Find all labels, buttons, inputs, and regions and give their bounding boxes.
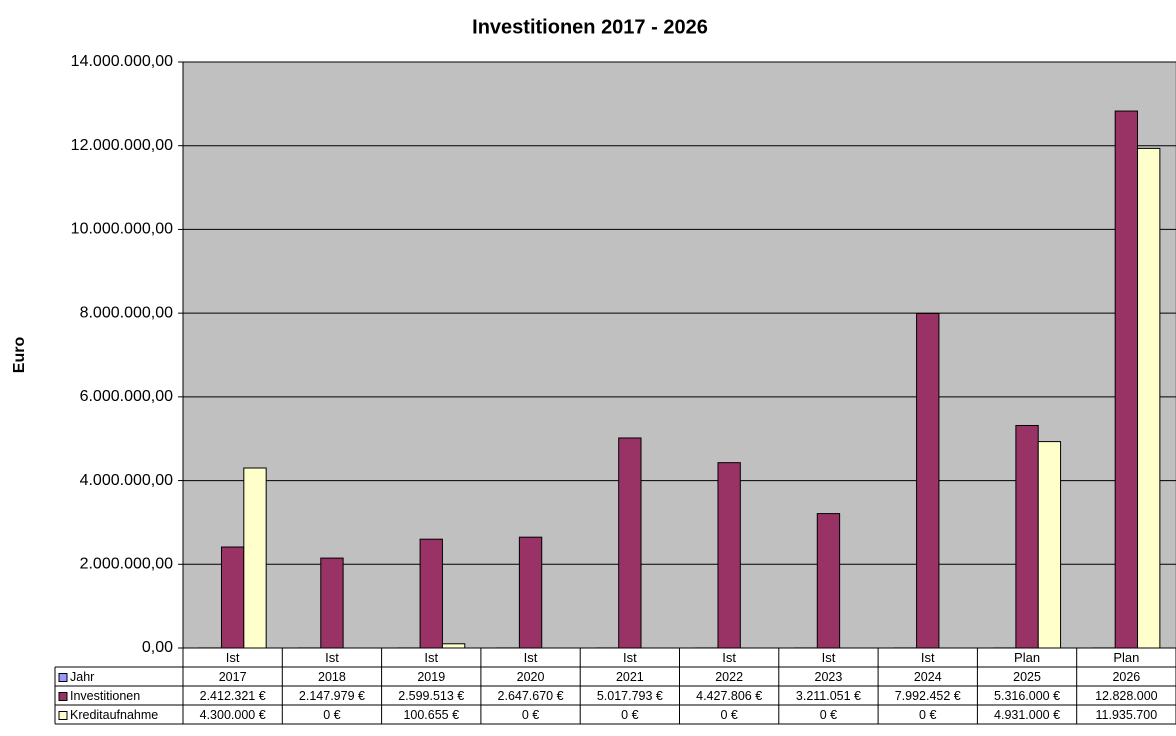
table-cell: 7.992.452 € <box>895 689 961 703</box>
table-cell: 2.599.513 € <box>398 689 464 703</box>
table-cell: 100.655 € <box>403 708 459 722</box>
bar <box>1137 147 1161 649</box>
x-tick-label: Ist <box>623 650 637 665</box>
table-cell: 5.316.000 € <box>994 689 1060 703</box>
bar <box>419 538 443 649</box>
table-cell: 4.300.000 € <box>200 708 266 722</box>
bar <box>1037 441 1062 649</box>
x-tick-label: Ist <box>722 650 736 665</box>
table-cell: 2017 <box>219 670 247 684</box>
table-cell: 5.017.793 € <box>597 689 663 703</box>
table-cell: 0 € <box>522 708 539 722</box>
y-tick-label: 12.000.000,00 <box>71 137 173 154</box>
legend-label: Jahr <box>70 670 94 684</box>
x-tick-label: Ist <box>226 650 240 665</box>
x-tick-label: Ist <box>424 650 438 665</box>
chart-title: Investitionen 2017 - 2026 <box>472 16 708 38</box>
table-cell: 0 € <box>720 708 737 722</box>
table-cell: 0 € <box>621 708 638 722</box>
table-cell: 0 € <box>820 708 837 722</box>
bar <box>220 546 245 649</box>
y-tick-label: 6.000.000,00 <box>80 388 174 405</box>
table-cell: 3.211.051 € <box>796 689 861 703</box>
y-tick-label: 0,00 <box>142 639 173 656</box>
bar <box>1015 424 1039 649</box>
x-tick-label: Ist <box>524 650 538 665</box>
bar <box>618 437 642 649</box>
table-cell: 2022 <box>715 670 743 684</box>
y-tick-label: 8.000.000,00 <box>80 304 174 321</box>
y-tick-label: 10.000.000,00 <box>71 221 173 238</box>
x-tick-label: Ist <box>822 650 836 665</box>
table-cell: 2018 <box>318 670 346 684</box>
table-cell: 0 € <box>919 708 936 722</box>
plot-area <box>182 61 1176 649</box>
bar <box>518 536 543 649</box>
table-cell: 2019 <box>417 670 445 684</box>
table-cell: 2026 <box>1112 670 1140 684</box>
x-tick-label: Plan <box>1113 650 1139 665</box>
bar <box>717 462 741 649</box>
table-cell: 2.647.670 € <box>498 689 564 703</box>
bar <box>1114 110 1139 649</box>
y-tick-label: 14.000.000,00 <box>71 53 173 70</box>
bar <box>916 312 940 649</box>
table-cell: 2023 <box>815 670 843 684</box>
table-cell: 2.147.979 € <box>299 689 365 703</box>
x-tick-label: Ist <box>921 650 935 665</box>
table-cell: 12.828.000 <box>1095 689 1158 703</box>
table-cell: 2024 <box>914 670 942 684</box>
legend-key <box>58 711 68 720</box>
table-cell: 2025 <box>1013 670 1041 684</box>
legend-label: Kreditaufnahme <box>70 708 158 722</box>
legend-key <box>58 692 68 701</box>
bar <box>320 557 344 649</box>
bar <box>816 513 841 649</box>
legend-label: Investitionen <box>70 689 140 703</box>
table-cell: 4.931.000 € <box>994 708 1060 722</box>
y-axis-label: Euro <box>11 337 28 374</box>
table-cell: 0 € <box>323 708 340 722</box>
y-tick-label: 4.000.000,00 <box>80 472 174 489</box>
bar <box>243 467 267 649</box>
bar <box>441 643 466 649</box>
table-cell: 2020 <box>517 670 545 684</box>
table-cell: 2021 <box>616 670 644 684</box>
table-cell: 2.412.321 € <box>200 689 266 703</box>
table-cell: 4.427.806 € <box>696 689 762 703</box>
x-tick-label: Ist <box>325 650 339 665</box>
y-tick-label: 2.000.000,00 <box>80 556 174 573</box>
x-tick-label: Plan <box>1014 650 1040 665</box>
legend-key <box>58 673 68 682</box>
table-cell: 11.935.700 <box>1096 708 1158 722</box>
